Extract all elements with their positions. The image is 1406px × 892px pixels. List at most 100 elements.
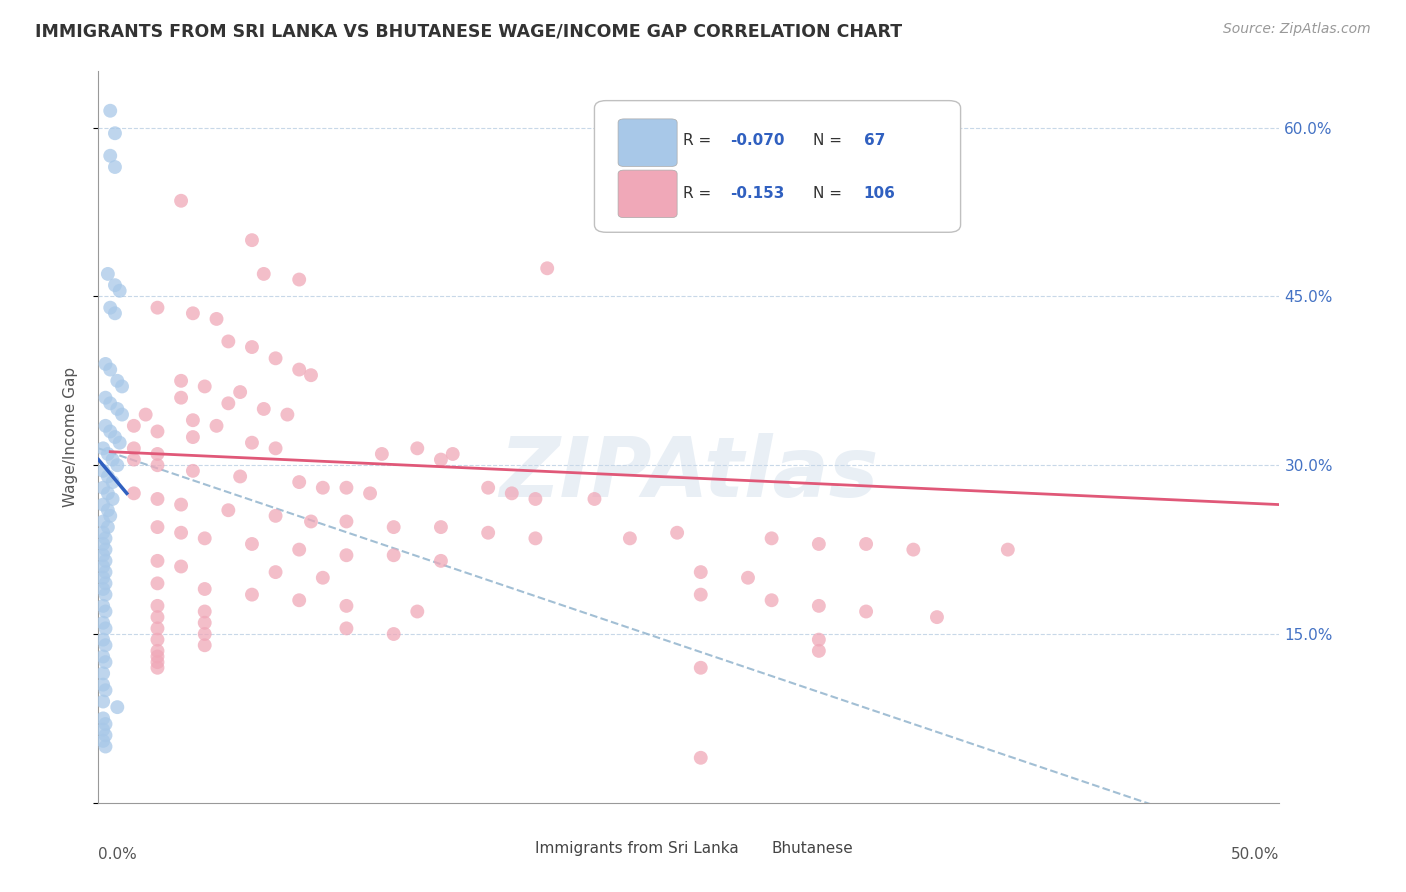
Point: [146, 447, 169, 461]
Point: [288, 542, 311, 557]
Text: IMMIGRANTS FROM SRI LANKA VS BHUTANESE WAGE/INCOME GAP CORRELATION CHART: IMMIGRANTS FROM SRI LANKA VS BHUTANESE W…: [35, 22, 903, 40]
Point: [312, 481, 335, 495]
Point: [97, 469, 120, 483]
Point: [229, 469, 252, 483]
Point: [98, 396, 121, 410]
Text: Source: ZipAtlas.com: Source: ZipAtlas.com: [1223, 22, 1371, 37]
Point: [477, 525, 499, 540]
Point: [94, 357, 117, 371]
Point: [91, 711, 114, 725]
Point: [146, 655, 169, 669]
Point: [288, 593, 311, 607]
Text: R =: R =: [683, 133, 716, 148]
Point: [91, 464, 114, 478]
Point: [146, 649, 169, 664]
Point: [807, 599, 830, 613]
Point: [135, 408, 157, 422]
Point: [240, 340, 263, 354]
Point: [111, 379, 134, 393]
Point: [91, 559, 114, 574]
Text: Bhutanese: Bhutanese: [772, 841, 853, 856]
Text: 67: 67: [863, 133, 886, 148]
Point: [94, 576, 117, 591]
FancyBboxPatch shape: [485, 830, 527, 867]
Point: [98, 508, 121, 523]
Point: [536, 261, 558, 276]
Point: [94, 532, 117, 546]
Point: [104, 278, 127, 293]
Point: [689, 565, 711, 579]
Point: [94, 728, 117, 742]
Point: [91, 442, 114, 456]
Point: [146, 301, 169, 315]
Point: [217, 503, 239, 517]
Point: [146, 661, 169, 675]
Point: [382, 627, 405, 641]
Point: [104, 306, 127, 320]
Point: [98, 362, 121, 376]
Point: [91, 571, 114, 585]
Point: [371, 447, 394, 461]
Point: [170, 194, 193, 208]
Point: [146, 491, 169, 506]
Point: [105, 700, 128, 714]
Point: [501, 486, 523, 500]
Point: [276, 408, 298, 422]
Point: [855, 605, 877, 619]
Point: [807, 632, 830, 647]
Point: [335, 548, 357, 562]
Point: [91, 615, 114, 630]
Point: [997, 542, 1019, 557]
Point: [101, 491, 124, 506]
Point: [170, 559, 193, 574]
Point: [855, 537, 877, 551]
Point: [108, 284, 131, 298]
Text: 106: 106: [863, 186, 896, 201]
Point: [524, 532, 547, 546]
Point: [97, 447, 120, 461]
Point: [382, 520, 405, 534]
Point: [264, 508, 287, 523]
Point: [146, 458, 169, 473]
Point: [94, 655, 117, 669]
Point: [91, 515, 114, 529]
Point: [335, 599, 357, 613]
Point: [359, 486, 381, 500]
Point: [240, 233, 263, 247]
Point: [253, 401, 276, 416]
Point: [619, 532, 641, 546]
Text: -0.070: -0.070: [730, 133, 785, 148]
Point: [91, 649, 114, 664]
Point: [91, 694, 114, 708]
Point: [807, 537, 830, 551]
Point: [689, 751, 711, 765]
Point: [194, 532, 217, 546]
Point: [229, 385, 252, 400]
Point: [94, 542, 117, 557]
Point: [194, 638, 217, 652]
Point: [91, 537, 114, 551]
Point: [105, 401, 128, 416]
Point: [146, 520, 169, 534]
Point: [264, 565, 287, 579]
Point: [94, 638, 117, 652]
Point: [94, 739, 117, 754]
Point: [382, 548, 405, 562]
Text: ZIPAtlas: ZIPAtlas: [499, 434, 879, 514]
Point: [94, 554, 117, 568]
Point: [737, 571, 759, 585]
Point: [146, 644, 169, 658]
Point: [194, 627, 217, 641]
Point: [194, 615, 217, 630]
Point: [98, 149, 121, 163]
Point: [299, 368, 322, 383]
Text: N =: N =: [813, 186, 846, 201]
Point: [91, 498, 114, 512]
Point: [181, 413, 204, 427]
Point: [104, 160, 127, 174]
Point: [925, 610, 948, 624]
Point: [430, 554, 453, 568]
Text: Immigrants from Sri Lanka: Immigrants from Sri Lanka: [536, 841, 740, 856]
FancyBboxPatch shape: [619, 119, 678, 167]
Point: [94, 717, 117, 731]
